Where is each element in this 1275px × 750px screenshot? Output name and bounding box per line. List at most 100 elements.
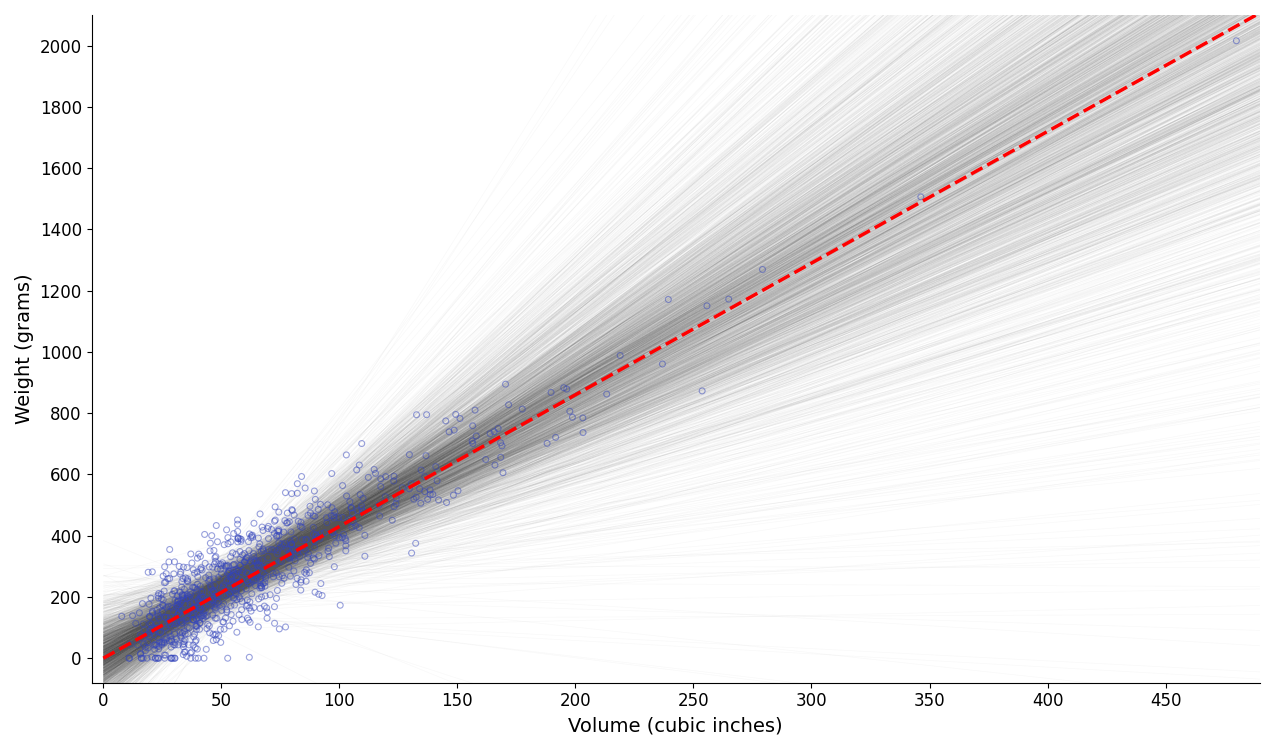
Point [179, 622, 199, 634]
Point [223, 527, 244, 539]
Point [217, 560, 237, 572]
Point [241, 556, 261, 568]
Point [171, 632, 191, 644]
Point [223, 564, 244, 576]
Point [182, 608, 203, 620]
Point [404, 494, 425, 506]
Point [176, 572, 196, 584]
Point [187, 584, 208, 596]
Point [479, 427, 500, 439]
Point [205, 556, 226, 568]
Point [296, 575, 316, 587]
Point [244, 550, 264, 562]
Point [444, 424, 464, 436]
Point [439, 426, 459, 438]
Point [186, 620, 207, 632]
Point [173, 641, 194, 653]
Point [250, 602, 270, 614]
Point [153, 600, 173, 612]
Point [384, 470, 404, 482]
Point [185, 581, 205, 593]
Point [232, 614, 252, 626]
Point [303, 552, 324, 564]
Point [135, 644, 156, 656]
Point [280, 570, 301, 582]
Point [284, 555, 305, 567]
Point [170, 568, 190, 580]
Point [354, 550, 375, 562]
X-axis label: Volume (cubic inches): Volume (cubic inches) [569, 716, 783, 735]
Point [463, 420, 483, 432]
Point [224, 577, 245, 589]
Point [204, 579, 224, 591]
Point [280, 526, 301, 538]
Point [289, 550, 310, 562]
Point [244, 554, 264, 566]
Point [148, 643, 168, 655]
Point [205, 598, 226, 610]
Point [232, 549, 252, 561]
Point [247, 558, 268, 570]
Point [207, 520, 227, 532]
Point [240, 616, 260, 628]
Point [353, 493, 374, 505]
Point [488, 422, 509, 434]
Point [135, 641, 156, 653]
Point [219, 620, 240, 632]
Point [221, 575, 241, 587]
Point [179, 592, 199, 604]
Point [719, 293, 739, 305]
Point [311, 578, 332, 590]
Point [352, 503, 372, 515]
Point [279, 551, 300, 563]
Point [190, 550, 210, 562]
Point [251, 545, 272, 557]
Point [221, 608, 241, 620]
Point [218, 567, 238, 579]
Point [219, 587, 240, 599]
Point [400, 478, 421, 490]
Point [170, 598, 190, 610]
Point [120, 652, 140, 664]
Point [245, 580, 265, 592]
Point [333, 479, 353, 491]
Point [193, 613, 213, 625]
Point [349, 459, 370, 471]
Point [249, 541, 269, 553]
Point [133, 598, 153, 610]
Point [255, 580, 275, 592]
Point [399, 483, 419, 495]
Point [250, 574, 270, 586]
Point [161, 601, 181, 613]
Point [241, 588, 261, 600]
Point [161, 652, 181, 664]
Point [184, 582, 204, 594]
Point [179, 607, 199, 619]
Point [295, 482, 315, 494]
Point [235, 548, 255, 560]
Point [190, 623, 210, 635]
Point [224, 599, 245, 611]
Point [348, 505, 368, 517]
Point [186, 620, 207, 632]
Point [272, 538, 292, 550]
Point [156, 649, 176, 661]
Point [393, 482, 413, 494]
Point [653, 358, 673, 370]
Point [264, 617, 284, 629]
Point [213, 579, 233, 591]
Point [176, 613, 196, 625]
Point [172, 575, 193, 587]
Point [195, 529, 215, 541]
Point [168, 607, 189, 619]
Point [185, 628, 205, 640]
Point [277, 517, 297, 529]
Point [190, 610, 210, 622]
Point [204, 573, 224, 585]
Point [240, 651, 260, 663]
Point [205, 590, 226, 602]
Point [491, 452, 511, 464]
Point [427, 475, 448, 487]
Point [300, 567, 320, 579]
Point [287, 488, 307, 500]
